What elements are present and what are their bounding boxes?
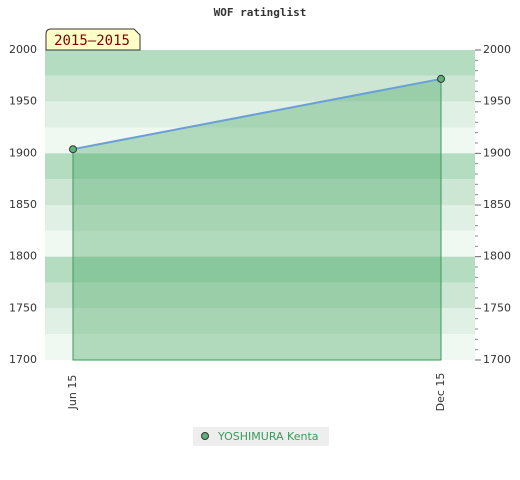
y2-tick-label: 1850 [483, 198, 511, 211]
annotation: 2015–2015 [54, 33, 130, 49]
y2-tick-label: 1800 [483, 250, 511, 263]
background-band [45, 153, 475, 180]
y-tick-label: 1850 [9, 198, 37, 211]
y-tick-label: 2000 [9, 43, 37, 56]
background-band [45, 282, 475, 309]
background-band [45, 256, 475, 283]
y2-tick-label: 2000 [483, 43, 511, 56]
line [72, 77, 442, 151]
background-band [45, 179, 475, 205]
y2-tick-label: 1950 [483, 95, 511, 108]
legend-marker [201, 432, 209, 440]
background-band [45, 50, 475, 76]
background-band [45, 230, 475, 257]
legend [193, 427, 329, 446]
y2-tick-label: 1750 [483, 301, 511, 314]
y2-tick-label: 1700 [483, 353, 511, 366]
chart-title: WOF ratinglist [214, 6, 307, 19]
plot-area [45, 50, 475, 361]
background-band [45, 205, 475, 231]
x-tick-label: Jun 15 [66, 375, 79, 411]
legend-label: YOSHIMURA Kenta [217, 430, 319, 443]
y-tick-label: 1800 [9, 250, 37, 263]
marker [69, 145, 77, 154]
background-band [45, 101, 475, 128]
background-band [45, 75, 475, 102]
x-tick-label: Dec 15 [434, 373, 447, 412]
y-tick-label: 1750 [9, 301, 37, 314]
background-band [45, 308, 475, 335]
y-tick-label: 1900 [9, 146, 37, 159]
background-band [45, 334, 475, 360]
annotation-box [45, 28, 141, 51]
y-tick-label: 1950 [9, 95, 37, 108]
marker [437, 74, 445, 83]
y-tick-label: 1700 [9, 353, 37, 366]
y2-tick-label: 1900 [483, 146, 511, 159]
